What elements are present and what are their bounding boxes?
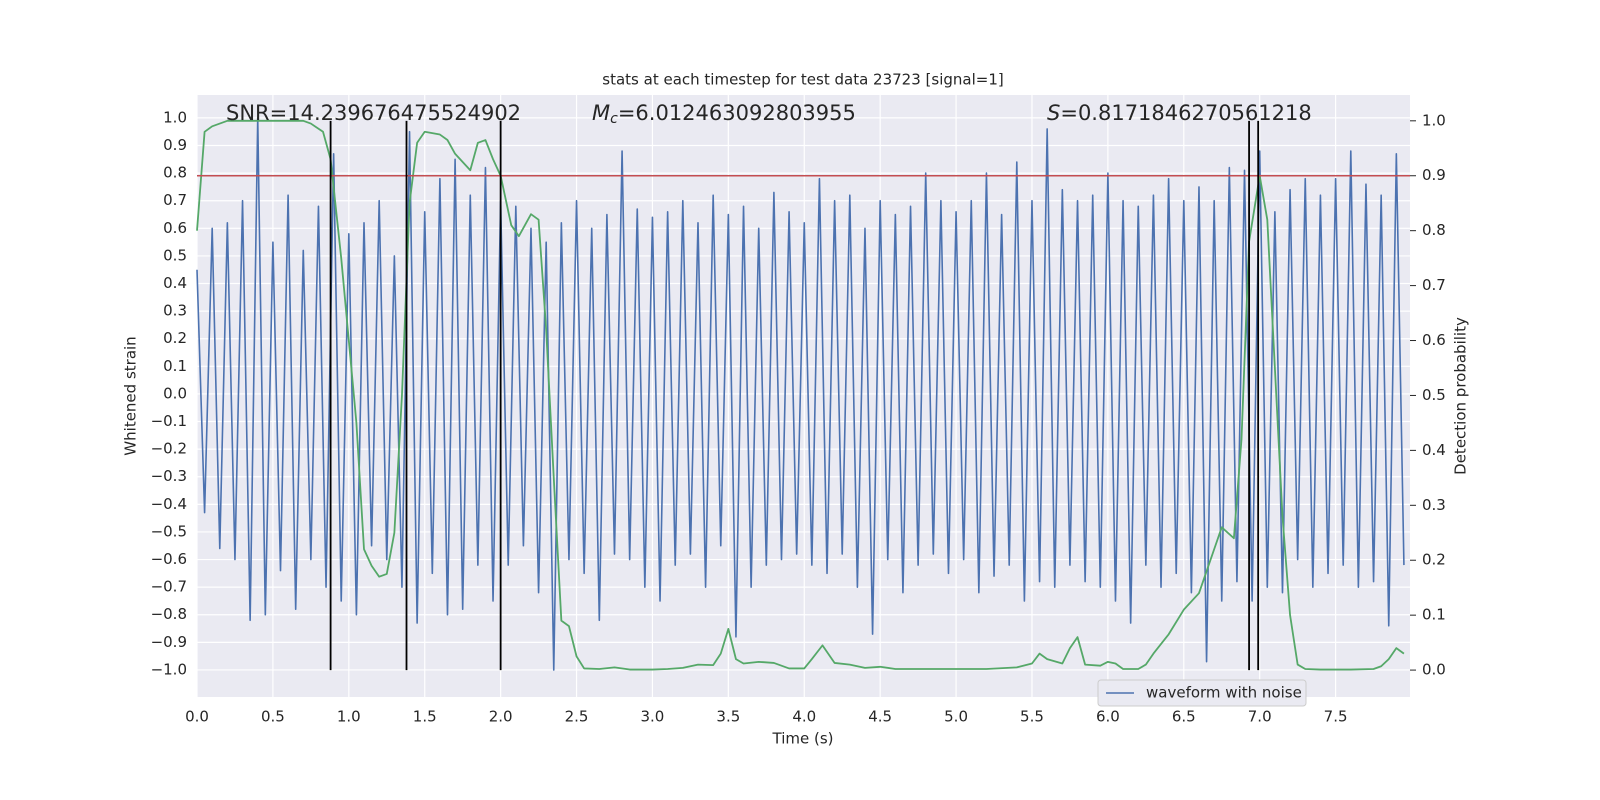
- x-axis-label: Time (s): [772, 730, 834, 748]
- y-tick-label: 0.6: [163, 219, 187, 237]
- y-tick-label: 0.1: [163, 357, 187, 375]
- y-tick-label: −0.9: [151, 633, 187, 651]
- x-tick-label: 5.5: [1020, 708, 1044, 726]
- y2-tick-label: 0.0: [1422, 661, 1446, 679]
- x-tick-label: 5.0: [944, 708, 968, 726]
- y-tick-label: 0.4: [163, 274, 187, 292]
- x-tick-label: 7.5: [1324, 708, 1348, 726]
- x-tick-label: 1.5: [413, 708, 437, 726]
- y-tick-label: 0.0: [163, 384, 187, 402]
- y-tick-label: −0.5: [151, 522, 187, 540]
- y2-axis-label: Detection probability: [1452, 317, 1470, 475]
- y2-tick-label: 0.9: [1422, 166, 1446, 184]
- x-tick-label: 2.5: [565, 708, 589, 726]
- waveform-line: [196, 117, 1405, 671]
- x-tick-label: 4.0: [792, 708, 816, 726]
- y-tick-label: 0.2: [163, 329, 187, 347]
- y-tick-label: −1.0: [151, 660, 187, 678]
- y2-tick-label: 0.7: [1422, 276, 1446, 294]
- x-tick-label: 3.5: [716, 708, 740, 726]
- y-tick-label: 0.5: [163, 246, 187, 264]
- y2-tick-label: 0.2: [1422, 551, 1446, 569]
- y-tick-label: 0.9: [163, 136, 187, 154]
- annotation-text: =0.8171846270561218: [1060, 101, 1311, 125]
- y-tick-label: 0.8: [163, 164, 187, 182]
- annotation-text: =6.012463092803955: [618, 101, 856, 125]
- x-tick-label: 2.0: [489, 708, 513, 726]
- y2-tick-label: 0.8: [1422, 221, 1446, 239]
- x-tick-label: 0.5: [261, 708, 285, 726]
- x-tick-label: 6.0: [1096, 708, 1120, 726]
- y-tick-label: −0.7: [151, 578, 187, 596]
- y-tick-label: −0.3: [151, 467, 187, 485]
- x-tick-label: 4.5: [868, 708, 892, 726]
- annotation-symbol: M: [592, 101, 610, 125]
- y2-tick-label: 1.0: [1422, 111, 1446, 129]
- annotation: SNR=14.239676475524902: [226, 101, 521, 125]
- annotation-symbol: S: [1047, 101, 1060, 125]
- y2-tick-label: 0.1: [1422, 606, 1446, 624]
- x-tick-label: 7.0: [1248, 708, 1272, 726]
- x-tick-label: 0.0: [185, 708, 209, 726]
- x-tick-label: 3.0: [641, 708, 665, 726]
- y-tick-label: 1.0: [163, 108, 187, 126]
- legend-label: waveform with noise: [1146, 684, 1302, 702]
- x-tick-label: 6.5: [1172, 708, 1196, 726]
- y-tick-label: 0.3: [163, 302, 187, 320]
- y2-tick-label: 0.6: [1422, 331, 1446, 349]
- y2-tick-label: 0.4: [1422, 441, 1446, 459]
- annotation: Mc=6.012463092803955: [592, 101, 856, 127]
- legend-box: [1097, 679, 1307, 707]
- y-tick-label: −0.1: [151, 412, 187, 430]
- y2-tick-label: 0.5: [1422, 386, 1446, 404]
- y-tick-label: −0.2: [151, 440, 187, 458]
- chart-title: stats at each timestep for test data 237…: [602, 71, 1003, 89]
- y-tick-label: 0.7: [163, 191, 187, 209]
- x-tick-label: 1.0: [337, 708, 361, 726]
- y-tick-label: −0.4: [151, 495, 187, 513]
- y-axis-label: Whitened strain: [122, 336, 140, 455]
- y-tick-label: −0.6: [151, 550, 187, 568]
- y2-tick-label: 0.3: [1422, 496, 1446, 514]
- annotation-subscript: c: [610, 111, 618, 127]
- y-tick-label: −0.8: [151, 605, 187, 623]
- plot-area: [197, 95, 1410, 697]
- annotation: S=0.8171846270561218: [1047, 101, 1312, 125]
- annotation-text: SNR=14.239676475524902: [226, 101, 521, 125]
